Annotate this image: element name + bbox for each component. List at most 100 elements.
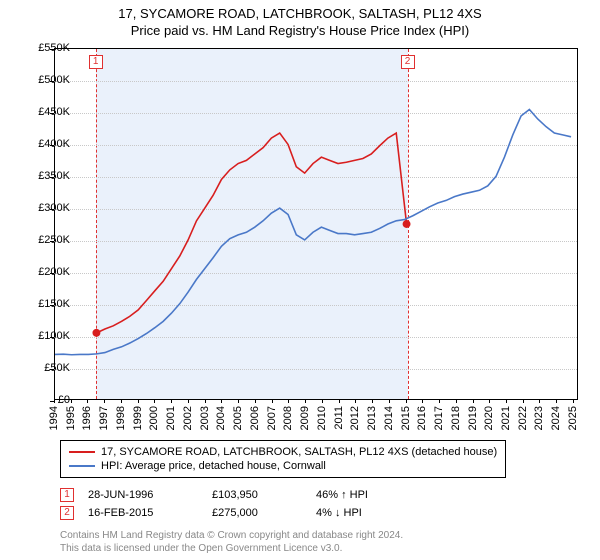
x-tick [171,399,172,403]
x-tick [305,399,306,403]
y-axis-label: £100K [20,330,70,342]
x-axis-label: 2008 [282,406,294,430]
x-axis-label: 2011 [333,406,345,430]
x-tick [355,399,356,403]
x-axis-label: 2019 [467,406,479,430]
transaction-row: 1 28-JUN-1996 £103,950 46% ↑ HPI [60,486,416,504]
x-axis-label: 2003 [199,406,211,430]
x-tick [389,399,390,403]
x-axis-label: 1995 [65,406,77,430]
chart-title-line2: Price paid vs. HM Land Registry's House … [0,23,600,38]
chart-title-line1: 17, SYCAMORE ROAD, LATCHBROOK, SALTASH, … [0,6,600,21]
x-axis-label: 2006 [249,406,261,430]
legend-swatch [69,465,95,467]
legend-item: HPI: Average price, detached house, Corn… [69,459,497,473]
x-axis-label: 2002 [182,406,194,430]
transaction-dot [92,329,100,337]
x-tick [456,399,457,403]
x-tick [138,399,139,403]
x-tick [523,399,524,403]
transaction-index-box: 2 [60,506,74,520]
y-axis-label: £350K [20,170,70,182]
transaction-date: 28-JUN-1996 [88,489,198,501]
x-tick [154,399,155,403]
x-tick [87,399,88,403]
y-axis-label: £0 [20,394,70,406]
x-tick [188,399,189,403]
transaction-dot [403,220,411,228]
x-axis-label: 2005 [232,406,244,430]
x-tick [322,399,323,403]
transaction-index-box: 1 [60,488,74,502]
y-axis-label: £300K [20,202,70,214]
x-axis-label: 2014 [383,406,395,430]
y-axis-label: £250K [20,234,70,246]
x-tick [439,399,440,403]
x-tick [104,399,105,403]
x-axis-label: 1997 [98,406,110,430]
y-axis-label: £150K [20,298,70,310]
x-tick [205,399,206,403]
x-axis-label: 2023 [533,406,545,430]
transaction-marker-box: 1 [89,55,103,69]
x-tick [506,399,507,403]
x-axis-label: 2001 [165,406,177,430]
series-line [97,133,407,333]
x-tick [539,399,540,403]
x-axis-label: 1996 [81,406,93,430]
x-axis-label: 2025 [567,406,579,430]
y-axis-label: £550K [20,42,70,54]
x-axis-label: 2021 [500,406,512,430]
x-tick [121,399,122,403]
x-tick [221,399,222,403]
x-axis-label: 2017 [433,406,445,430]
x-tick [573,399,574,403]
x-tick [372,399,373,403]
y-axis-label: £450K [20,106,70,118]
legend-box: 17, SYCAMORE ROAD, LATCHBROOK, SALTASH, … [60,440,506,478]
x-tick [556,399,557,403]
x-axis-label: 2020 [483,406,495,430]
y-axis-label: £500K [20,74,70,86]
transaction-price: £275,000 [212,507,302,519]
x-axis-label: 2000 [148,406,160,430]
x-axis-label: 2012 [349,406,361,430]
attribution-line1: Contains HM Land Registry data © Crown c… [60,530,403,543]
transaction-row: 2 16-FEB-2015 £275,000 4% ↓ HPI [60,504,416,522]
x-tick [288,399,289,403]
chart-plot-area: 12 [54,48,578,400]
x-tick [255,399,256,403]
series-line [55,109,571,354]
x-axis-label: 2016 [416,406,428,430]
legend-label: HPI: Average price, detached house, Corn… [101,460,326,472]
chart-title-block: 17, SYCAMORE ROAD, LATCHBROOK, SALTASH, … [0,0,600,38]
transaction-hpi-relation: 46% ↑ HPI [316,489,416,501]
x-axis-label: 2022 [517,406,529,430]
legend-item: 17, SYCAMORE ROAD, LATCHBROOK, SALTASH, … [69,445,497,459]
x-tick [272,399,273,403]
x-tick [71,399,72,403]
x-tick [489,399,490,403]
x-axis-label: 1998 [115,406,127,430]
x-tick [406,399,407,403]
transaction-hpi-relation: 4% ↓ HPI [316,507,416,519]
x-axis-label: 1994 [48,406,60,430]
x-tick [238,399,239,403]
x-axis-label: 2010 [316,406,328,430]
x-axis-label: 2007 [266,406,278,430]
x-axis-label: 1999 [132,406,144,430]
transaction-date: 16-FEB-2015 [88,507,198,519]
plot-svg [54,49,577,399]
x-tick [473,399,474,403]
legend-swatch [69,451,95,453]
transaction-price: £103,950 [212,489,302,501]
x-axis-label: 2004 [215,406,227,430]
x-axis-label: 2015 [400,406,412,430]
y-axis-label: £50K [20,362,70,374]
x-axis-label: 2024 [550,406,562,430]
attribution-line2: This data is licensed under the Open Gov… [60,543,403,556]
legend-label: 17, SYCAMORE ROAD, LATCHBROOK, SALTASH, … [101,446,497,458]
transaction-marker-box: 2 [401,55,415,69]
x-axis-label: 2009 [299,406,311,430]
transaction-table: 1 28-JUN-1996 £103,950 46% ↑ HPI 2 16-FE… [60,486,416,522]
